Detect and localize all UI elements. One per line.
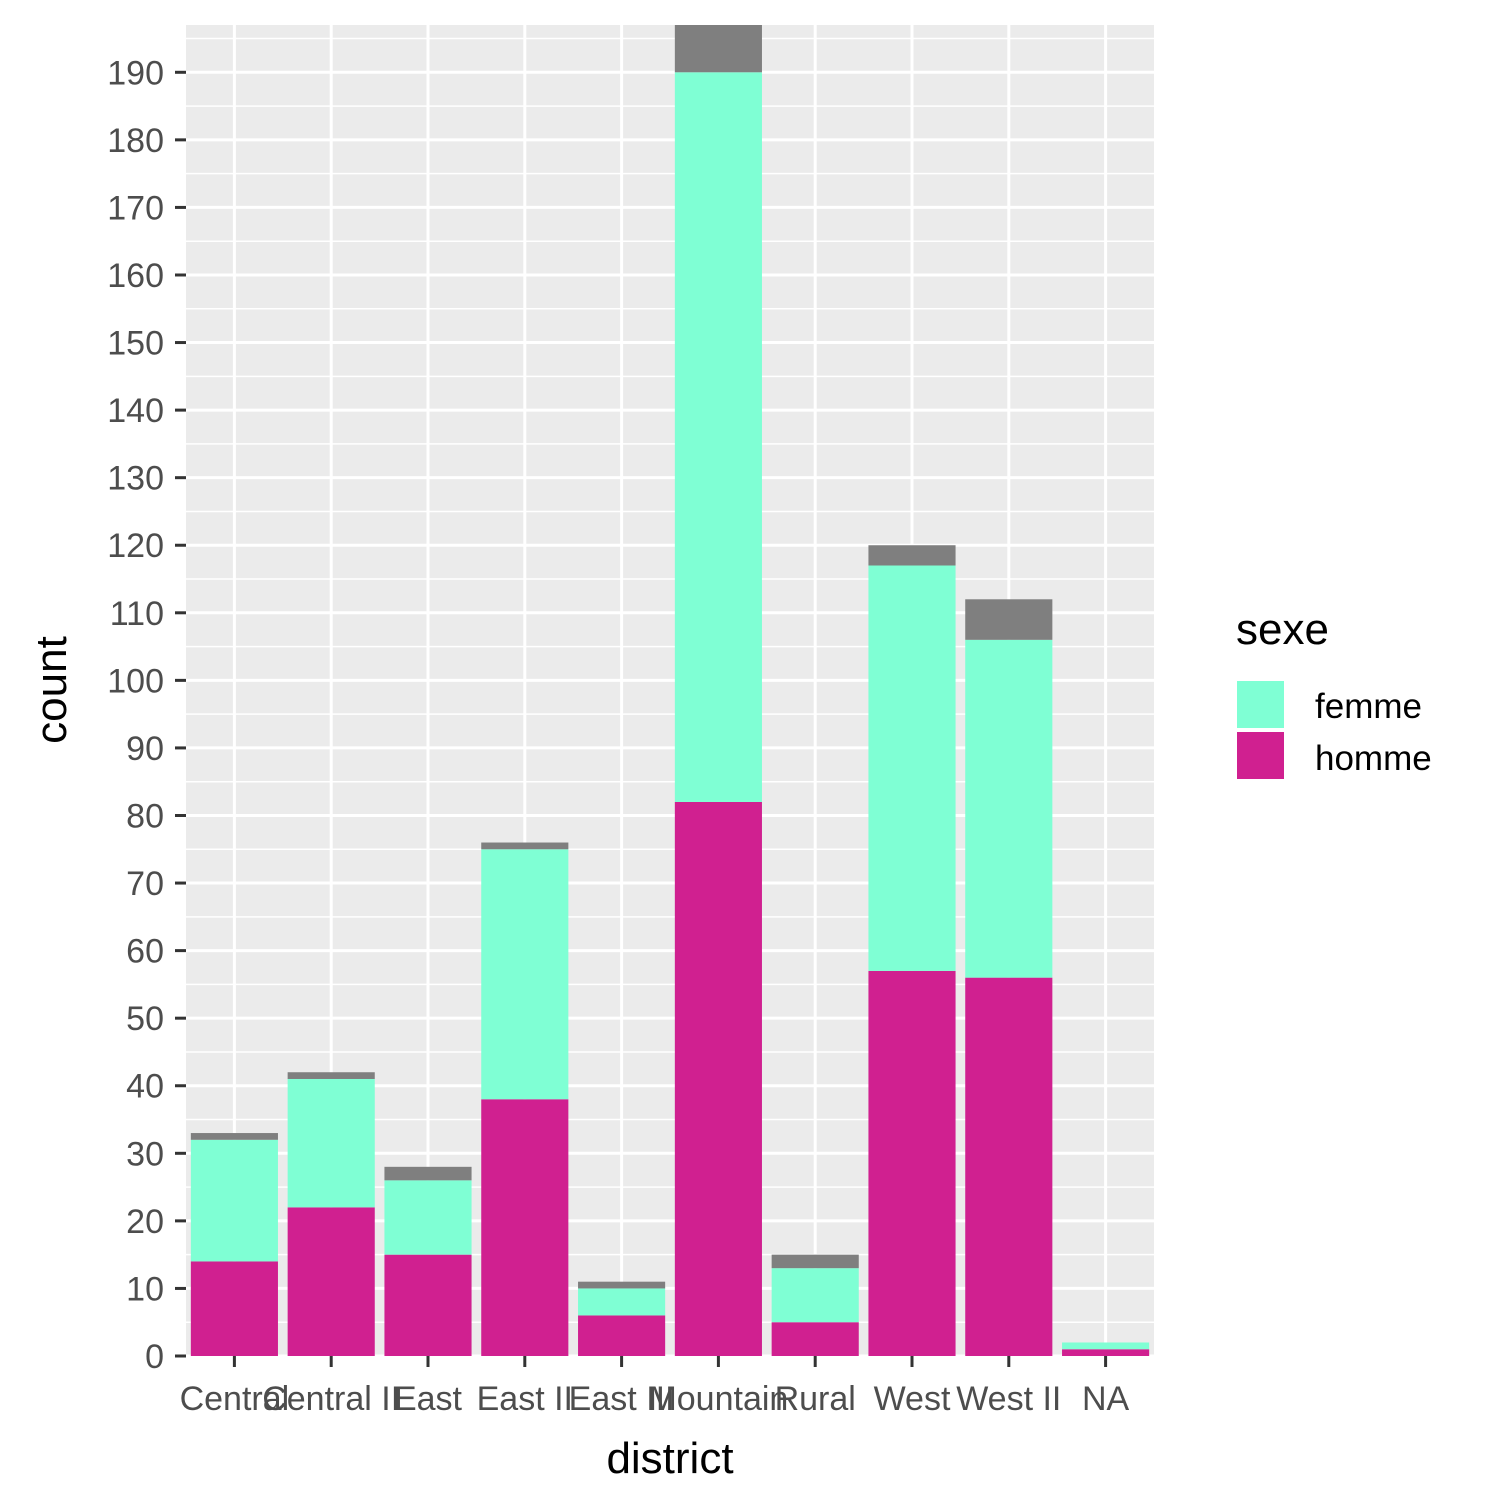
legend-title: sexe	[1236, 605, 1329, 654]
y-tick-label: 110	[110, 595, 164, 633]
bar-mountain-homme	[674, 801, 762, 1356]
y-tick-label: 130	[107, 460, 164, 498]
x-axis-title: district	[606, 1434, 733, 1483]
y-tick-label: 120	[107, 527, 164, 565]
y-tick-label: 0	[145, 1338, 164, 1376]
y-tick-label: 150	[107, 325, 164, 363]
bar-west-ii-na	[965, 599, 1053, 640]
y-tick-label: 90	[126, 730, 164, 768]
bar-east-iii-femme	[578, 1288, 666, 1316]
bar-east-femme	[384, 1180, 472, 1255]
bar-west-femme	[868, 565, 956, 971]
x-tick-label: Mountain	[648, 1380, 788, 1418]
bar-na-homme	[1062, 1349, 1150, 1356]
bar-east-homme	[384, 1254, 472, 1356]
bar-rural-homme	[771, 1322, 859, 1356]
y-axis-title: count	[27, 636, 76, 744]
bar-mountain-femme	[674, 72, 762, 802]
y-tick-label: 100	[107, 662, 164, 700]
legend: sexe femme homme	[1235, 605, 1432, 781]
legend-key-femme	[1235, 679, 1286, 730]
y-tick-label: 40	[126, 1068, 164, 1106]
y-tick-label: 160	[107, 257, 164, 295]
bar-west-homme	[868, 970, 956, 1356]
legend-label-femme: femme	[1315, 687, 1422, 726]
x-tick-label: West	[874, 1380, 951, 1418]
x-tick-label: West II	[956, 1380, 1061, 1418]
bar-mountain-na	[674, 25, 762, 73]
y-tick-label: 80	[126, 797, 164, 835]
x-tick-label: Central	[180, 1380, 290, 1418]
bar-na-femme	[1062, 1342, 1150, 1350]
y-tick-label: 170	[107, 189, 164, 227]
y-tick-label: 190	[107, 54, 164, 92]
y-tick-label: 10	[126, 1270, 164, 1308]
bar-west-ii-femme	[965, 639, 1053, 978]
y-tick-label: 20	[126, 1203, 164, 1241]
y-tick-label: 60	[126, 933, 164, 971]
y-tick-label: 140	[107, 392, 164, 430]
y-axis: 0 10 20 30 40 50 60 70 80 90 100 110 120 130 140 150 160…	[107, 54, 186, 1376]
bar-west-ii-homme	[965, 977, 1053, 1356]
x-tick-label: East II	[477, 1380, 573, 1418]
x-tick-label: East	[394, 1380, 463, 1418]
legend-label-homme: homme	[1315, 739, 1432, 778]
bar-central-homme	[190, 1261, 278, 1356]
x-tick-label: NA	[1082, 1380, 1130, 1418]
legend-key-homme	[1235, 730, 1286, 781]
bar-rural-na	[771, 1254, 859, 1269]
bar-central-femme	[190, 1139, 278, 1262]
bar-east-na	[384, 1166, 472, 1181]
y-tick-label: 70	[126, 865, 164, 903]
x-tick-label: East III	[569, 1380, 675, 1418]
bar-west-na	[868, 545, 956, 566]
bar-rural-femme	[771, 1268, 859, 1323]
bar-east-iii-na	[578, 1281, 666, 1289]
x-tick-label: Central II	[262, 1380, 400, 1418]
y-tick-label: 30	[126, 1135, 164, 1173]
bar-east-ii-femme	[481, 849, 569, 1100]
bar-central-ii-femme	[287, 1078, 375, 1208]
bar-central-na	[190, 1133, 278, 1140]
bar-central-ii-na	[287, 1072, 375, 1079]
bar-central-ii-homme	[287, 1207, 375, 1356]
y-tick-label: 50	[126, 1000, 164, 1038]
bar-east-ii-homme	[481, 1099, 569, 1356]
bar-east-iii-homme	[578, 1315, 666, 1356]
bars	[190, 25, 1150, 1356]
bar-east-ii-na	[481, 842, 569, 850]
x-tick-label: Rural	[775, 1380, 856, 1418]
y-tick-label: 180	[107, 122, 164, 160]
